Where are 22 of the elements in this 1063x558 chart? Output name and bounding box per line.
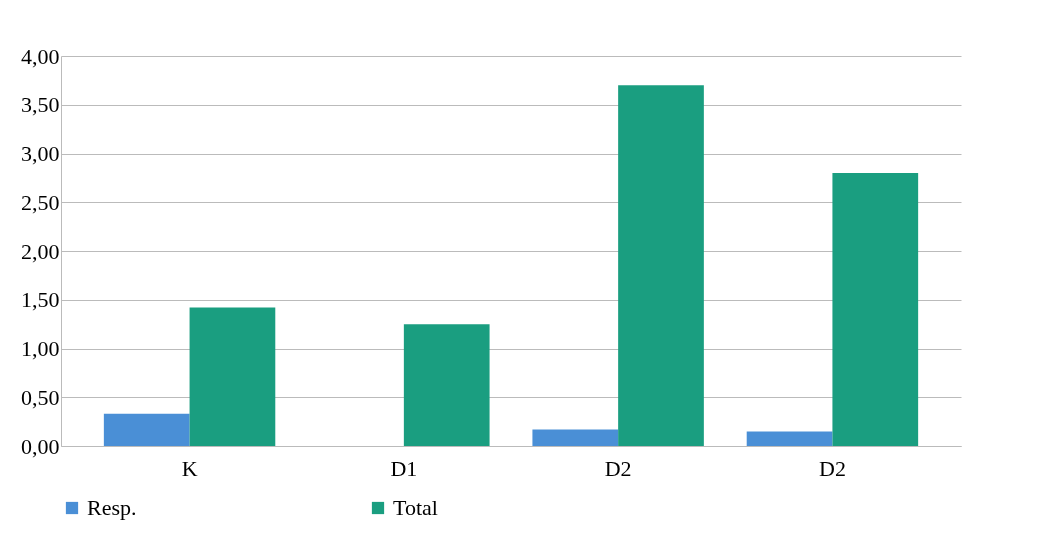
legend-label: Total <box>393 495 438 520</box>
x-tick-label: D1 <box>390 455 418 481</box>
bar <box>189 307 276 446</box>
y-tick-label: 4,00 <box>21 43 60 69</box>
bar <box>532 429 619 446</box>
y-tick-label: 0,50 <box>21 384 60 410</box>
y-tick-label: 1,00 <box>21 336 60 361</box>
x-tick-label: D2 <box>604 455 632 481</box>
y-tick-label: 2,50 <box>21 189 60 215</box>
bar <box>618 85 704 446</box>
y-tick-label: 3,00 <box>21 141 60 166</box>
bar <box>832 173 919 446</box>
x-tick-label: K <box>181 455 198 481</box>
y-tick-label: 0,00 <box>21 433 60 459</box>
bar <box>403 324 490 446</box>
x-tick-label: D2 <box>818 455 846 481</box>
bar <box>746 431 833 446</box>
y-tick-label: 1,50 <box>21 287 60 313</box>
y-tick-label: 2,00 <box>21 238 60 264</box>
legend-label: Resp. <box>87 495 137 520</box>
bar <box>103 413 190 446</box>
y-tick-label: 3,50 <box>21 92 60 118</box>
